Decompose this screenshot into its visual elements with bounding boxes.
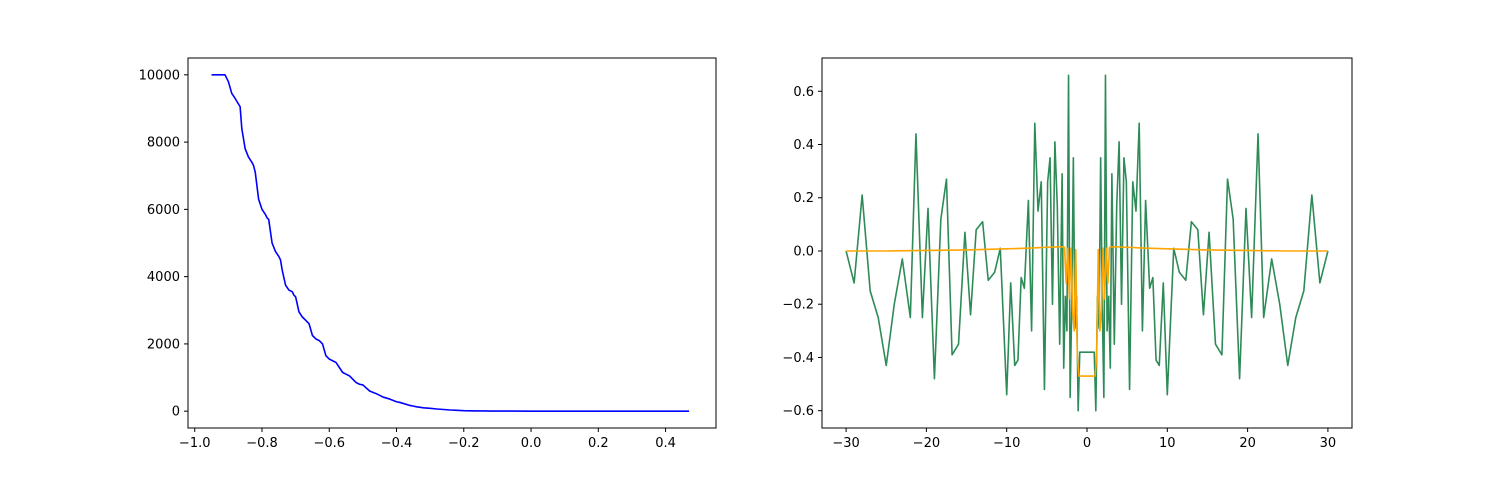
series-line-0 <box>845 74 1329 412</box>
x-tick-label: −0.8 <box>246 436 278 451</box>
y-tick-label: 2000 <box>147 337 180 352</box>
y-tick-label: 0.6 <box>793 85 814 100</box>
series-line-1 <box>846 245 1328 377</box>
right-chart: −30 −20 −10 0 10 20 30 −0.6 −0.4 −0.2 0.0 0.2 0.4 0.6 <box>782 57 1353 451</box>
x-tick-label: 0.2 <box>588 436 609 451</box>
y-tick-label: 0.0 <box>793 244 814 259</box>
x-tick-label: 30 <box>1320 436 1337 451</box>
x-tick-label: 0.0 <box>521 436 542 451</box>
x-tick-label: −1.0 <box>179 436 211 451</box>
y-tick-label: −0.4 <box>782 351 814 366</box>
x-tick-label: 20 <box>1239 436 1256 451</box>
axes-frame <box>821 57 1353 429</box>
axes-frame <box>187 57 717 429</box>
x-tick-label: −0.4 <box>381 436 413 451</box>
x-tick-label: −20 <box>913 436 940 451</box>
x-tick-label: −10 <box>993 436 1020 451</box>
x-tick-label: 0.4 <box>655 436 676 451</box>
y-tick-label: 0.4 <box>793 138 814 153</box>
y-tick-label: 8000 <box>147 136 180 151</box>
x-tick-label: 0 <box>1083 436 1091 451</box>
x-tick-label: −30 <box>832 436 859 451</box>
x-tick-label: 10 <box>1159 436 1176 451</box>
plot-area <box>211 74 690 412</box>
y-tick-label: 6000 <box>147 203 180 218</box>
y-tick-label: 4000 <box>147 270 180 285</box>
y-tick-label: −0.2 <box>782 298 814 313</box>
x-tick-label: −0.2 <box>448 436 480 451</box>
left-chart: −1.0 −0.8 −0.6 −0.4 −0.2 0.0 0.2 0.4 0 2000 4000 60… <box>139 57 717 451</box>
y-tick-label: 0 <box>172 405 180 420</box>
y-tick-label: −0.6 <box>782 404 814 419</box>
x-tick-label: −0.6 <box>313 436 345 451</box>
plot-area <box>845 74 1329 412</box>
series-line-0 <box>211 74 690 412</box>
y-tick-label: 0.2 <box>793 191 814 206</box>
y-tick-label: 10000 <box>139 68 180 83</box>
